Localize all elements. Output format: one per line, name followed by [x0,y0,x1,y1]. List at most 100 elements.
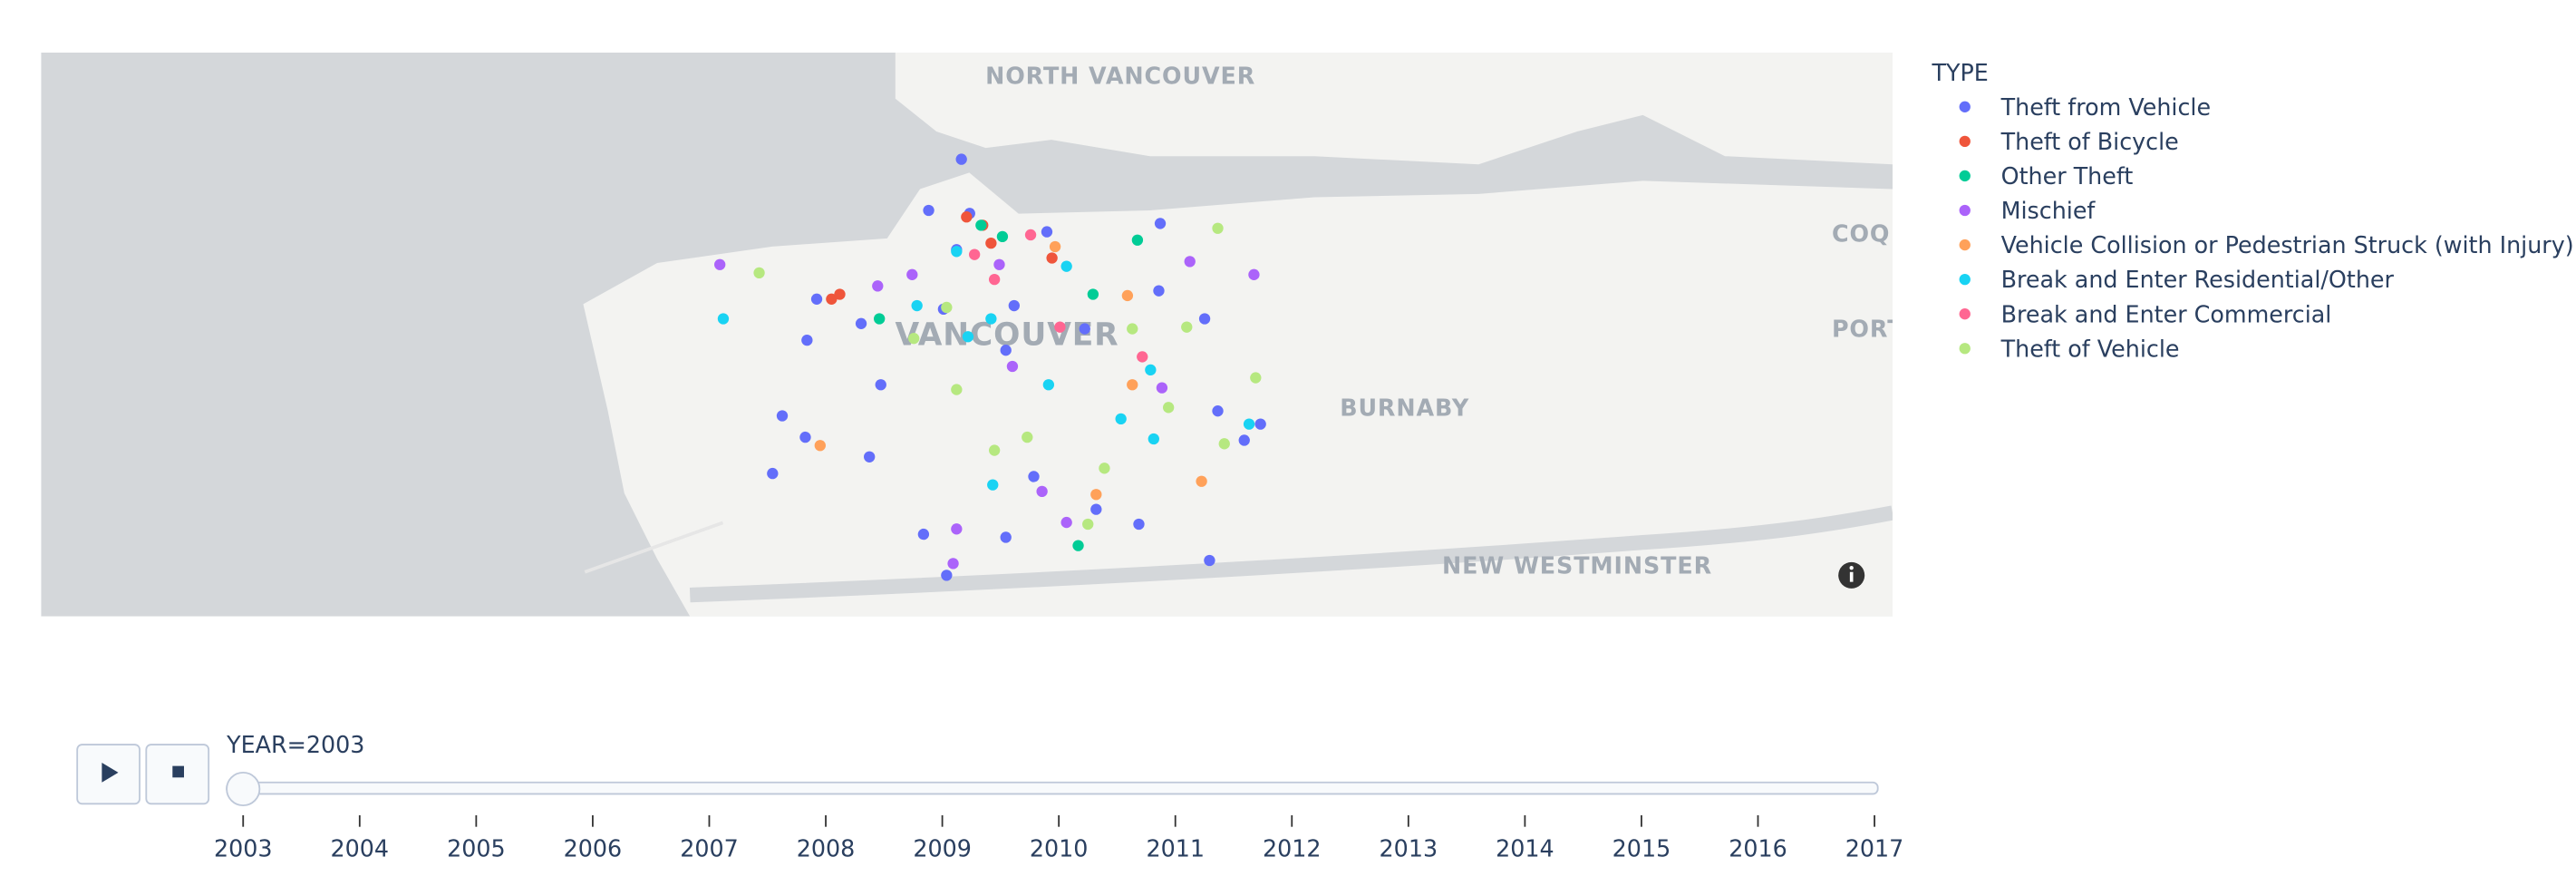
map-point [799,431,811,443]
slider-tick-label: 2008 [797,834,856,862]
stop-button[interactable] [145,744,210,805]
map-point [1238,434,1250,446]
map-label: COQ [1832,219,1890,247]
map-point [753,267,765,279]
map-label: NORTH VANCOUVER [985,62,1255,89]
legend-marker [1959,273,1971,286]
map-point [1153,285,1165,297]
map-point [917,528,930,541]
map-point [1008,299,1020,312]
play-button[interactable] [76,744,140,805]
map-point [985,313,997,325]
map-point [767,467,779,480]
map-point [1148,433,1159,445]
map-point [1072,540,1084,551]
map-point [1137,351,1148,363]
slider-tick-label: 2012 [1263,834,1322,862]
map-point [1006,360,1019,373]
legend-title: TYPE [1932,59,1989,86]
map-point [1162,402,1175,414]
map-point [1046,252,1058,264]
map-point [1196,475,1207,487]
legend-marker [1959,308,1971,320]
legend-label: Vehicle Collision or Pedestrian Struck (… [2001,231,2574,258]
map-land-south [583,172,1893,617]
map-point [875,379,886,391]
slider-tick-label: 2010 [1030,834,1089,862]
map-point [947,558,959,570]
slider-tick-label: 2005 [447,834,506,862]
map-point [1000,345,1012,356]
map-label: NEW WESTMINSTER [1442,552,1712,579]
slider-tick-label: 2013 [1380,834,1438,862]
map-point [834,288,846,300]
slider-tick-label: 2016 [1729,834,1787,862]
map-point [1131,234,1144,246]
points [714,153,1266,581]
slider-tick-label: 2017 [1845,834,1904,862]
map-point [1250,372,1262,384]
map-point [988,444,1001,456]
map-point [988,273,1001,286]
map-river [689,505,1893,603]
map[interactable]: NORTH VANCOUVER VANCOUVER BURNABY NEW WE… [41,53,1903,617]
map-label: PORT [1832,316,1903,343]
map-point [951,384,963,395]
map-point [864,451,876,463]
map-point [1218,438,1230,450]
map-point [975,219,987,231]
legend-marker [1959,239,1971,251]
slider-current-value: YEAR=2003 [226,731,364,758]
slider-track[interactable] [226,781,1879,795]
map-point [993,258,1005,270]
map-point [908,333,920,345]
map-point [1212,222,1224,234]
map-label: BURNABY [1340,394,1469,422]
slider-tick-label: 2014 [1496,834,1554,862]
map-point [1082,518,1094,531]
legend-marker [1959,101,1971,112]
slider-steps: 2003 2004 2005 2006 2007 2008 2009 2010 2011 2012… [214,815,1903,862]
map-point [1156,382,1168,394]
map-point [1079,323,1090,335]
map-point [776,410,789,422]
map-point [923,204,935,217]
map-point [1022,431,1033,443]
map-point [1212,405,1224,417]
map-point [801,334,813,346]
map-point [951,246,963,258]
legend: Theft from Vehicle Theft of Bicycle Other … [1959,93,2574,362]
map-point [1243,418,1255,430]
map-point [1060,260,1072,272]
slider-handle[interactable] [226,771,261,807]
map-point [961,211,973,223]
legend-label: Theft of Vehicle [2000,335,2180,362]
map-point [1198,313,1211,325]
slider-tick-label: 2015 [1612,834,1671,862]
map-point [1028,471,1040,482]
map-point [1090,503,1102,515]
map-point [1024,229,1037,241]
map-point [814,440,826,452]
map-point [1181,321,1193,333]
map-point [996,230,1009,243]
legend-label: Theft from Vehicle [2000,93,2211,121]
map-point [1133,518,1145,531]
map-point [717,313,730,325]
legend-marker [1959,170,1971,182]
slider-tick-label: 2011 [1146,834,1205,862]
info-icon[interactable] [1838,561,1865,589]
map-point [1099,463,1110,474]
map-point [1184,256,1196,268]
map-point [962,331,974,343]
map-point [1127,379,1138,391]
map-point [941,570,953,581]
map-point [1121,289,1134,302]
map-point [1000,531,1012,543]
legend-label: Mischief [2001,197,2097,224]
map-point [1090,489,1102,501]
map-point [987,479,999,491]
slider-tick-label: 2003 [214,834,273,862]
map-point [985,237,997,249]
map-jetty [584,521,724,574]
